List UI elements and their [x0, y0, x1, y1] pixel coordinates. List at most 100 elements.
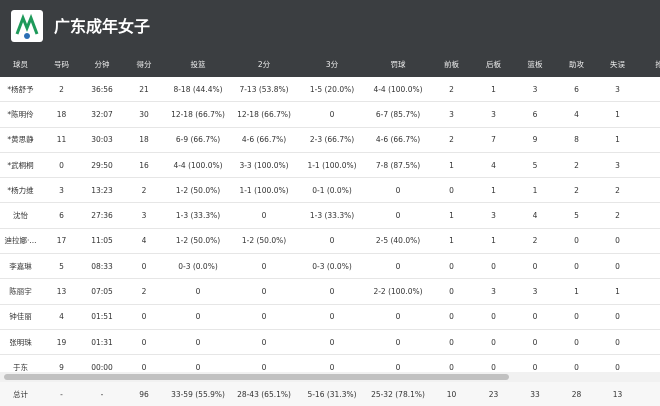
stat-cell: 2	[41, 77, 82, 103]
stat-cell: 1	[473, 177, 514, 204]
player-row: *武桐桐 0 29:50 16 4-4 (100.0%) 3-3 (100.0%) 1-1 …	[0, 152, 660, 179]
stat-cell: 0	[556, 228, 597, 255]
stat-cell	[638, 329, 660, 356]
stat-cell: 01:31	[82, 329, 122, 356]
stat-cell: 0	[514, 253, 556, 280]
stat-cell: 0	[298, 228, 366, 255]
stat-cell	[638, 202, 660, 229]
stat-cell: 1-3 (33.3%)	[166, 202, 230, 229]
stat-cell: 0	[166, 278, 230, 305]
stat-cell: 0	[230, 278, 298, 305]
stat-cell: 3	[430, 101, 473, 128]
player-name: 张明珠	[0, 329, 41, 356]
stat-cell	[638, 278, 660, 305]
stat-cell: 0	[597, 253, 638, 280]
stat-cell: 0	[298, 329, 366, 356]
total-cell	[638, 382, 660, 406]
stat-cell: 08:33	[82, 253, 122, 280]
stat-cell: 16	[122, 152, 166, 179]
stat-cell: 0	[366, 329, 430, 356]
stat-cell: 1-2 (50.0%)	[166, 228, 230, 255]
stat-cell: 0	[366, 177, 430, 204]
stat-cell: 0-3 (0.0%)	[166, 253, 230, 280]
column-header: 失误	[597, 52, 638, 77]
stat-cell: 1	[430, 228, 473, 255]
team-title: 广东成年女子	[54, 17, 151, 36]
stat-cell: 2	[514, 228, 556, 255]
player-name: *黄思静	[0, 127, 41, 153]
stat-cell: 30	[122, 101, 166, 128]
stat-cell: 0	[230, 329, 298, 356]
team-logo	[11, 10, 43, 42]
stat-cell: 0	[597, 329, 638, 356]
stat-cell: 5	[41, 253, 82, 280]
total-cell: 33	[530, 389, 540, 399]
stat-cell: 0	[298, 101, 366, 128]
stat-cell: 17	[41, 228, 82, 255]
player-name: 钟佳丽	[0, 304, 41, 330]
stat-cell: 0	[122, 329, 166, 356]
stat-cell: 01:51	[82, 304, 122, 330]
stat-cell: 0	[473, 329, 514, 356]
stat-cell: 29:50	[82, 152, 122, 179]
total-cell: 25-32 (78.1%)	[371, 389, 425, 399]
stat-cell	[638, 152, 660, 179]
column-header: 助攻	[556, 52, 597, 77]
stat-cell: 0	[230, 202, 298, 229]
stat-cell	[638, 253, 660, 280]
stat-cell: 5	[514, 152, 556, 179]
stat-cell	[638, 228, 660, 255]
scrollbar[interactable]	[0, 372, 660, 382]
player-row: 张明珠 19 01:31 0 0 0 0 0 0 0 0 0 0	[0, 329, 660, 356]
stat-cell: 0	[122, 253, 166, 280]
column-header: 3分	[298, 52, 366, 77]
stat-cell: 19	[41, 329, 82, 356]
stat-cell: 30:03	[82, 127, 122, 153]
stat-cell: 1-2 (50.0%)	[230, 228, 298, 255]
stat-cell: 1	[514, 177, 556, 204]
player-row: 钟佳丽 4 01:51 0 0 0 0 0 0 0 0 0 0	[0, 304, 660, 330]
stat-cell: 2-3 (66.7%)	[298, 127, 366, 153]
stat-cell: 3	[514, 77, 556, 103]
stat-cell: 0	[430, 329, 473, 356]
scroll-thumb[interactable]	[4, 374, 509, 380]
column-header: 篮板	[514, 52, 556, 77]
stat-cell: 4	[41, 304, 82, 330]
total-cell: 10	[446, 389, 457, 399]
stat-cell: 1-1 (100.0%)	[230, 177, 298, 204]
stat-cell: 0	[366, 304, 430, 330]
player-name: 陈丽宇	[0, 278, 41, 305]
total-cell: 28	[571, 389, 582, 399]
player-row: *杨舒予 2 36:56 21 8-18 (44.4%) 7-13 (53.8%) 1-5 …	[0, 77, 660, 103]
stat-cell: 11	[41, 127, 82, 153]
stat-cell	[638, 101, 660, 128]
stat-cell: 8-18 (44.4%)	[166, 77, 230, 103]
stat-cell: 3-3 (100.0%)	[230, 152, 298, 179]
player-name: 迪拉娜·...	[0, 228, 41, 255]
stat-cell: 1	[597, 278, 638, 305]
total-row: 总计 - - 96 33-59 (55.9%) 28-43 (65.1%) 5-16 (31…	[0, 382, 660, 406]
stat-cell: 0	[556, 329, 597, 356]
stat-cell: 2-2 (100.0%)	[366, 278, 430, 305]
stat-cell: 0	[430, 304, 473, 330]
total-cell: 28-43 (65.1%)	[237, 389, 291, 399]
stat-cell: 4-6 (66.7%)	[230, 127, 298, 153]
stat-cell: 2	[122, 177, 166, 204]
stat-cell: 0	[473, 253, 514, 280]
stat-cell: 7-13 (53.8%)	[230, 77, 298, 103]
stat-cell: 3	[473, 202, 514, 229]
stat-cell: 8	[556, 127, 597, 153]
stat-cell: 3	[597, 152, 638, 179]
total-cell: -	[60, 389, 63, 399]
stat-cell: 12-18 (66.7%)	[230, 101, 298, 128]
stat-cell: 18	[41, 101, 82, 128]
column-header: 前板	[430, 52, 473, 77]
stat-cell: 2	[597, 177, 638, 204]
stat-cell: 3	[473, 278, 514, 305]
stat-cell: 0	[514, 329, 556, 356]
player-row: 沈怡 6 27:36 3 1-3 (33.3%) 0 1-3 (33.3%) 0 1 3 4 5 2	[0, 202, 660, 229]
column-header: 分钟	[82, 52, 122, 77]
stat-cell: 4	[556, 101, 597, 128]
stat-cell: 0	[298, 278, 366, 305]
stat-cell: 4-6 (66.7%)	[366, 127, 430, 153]
